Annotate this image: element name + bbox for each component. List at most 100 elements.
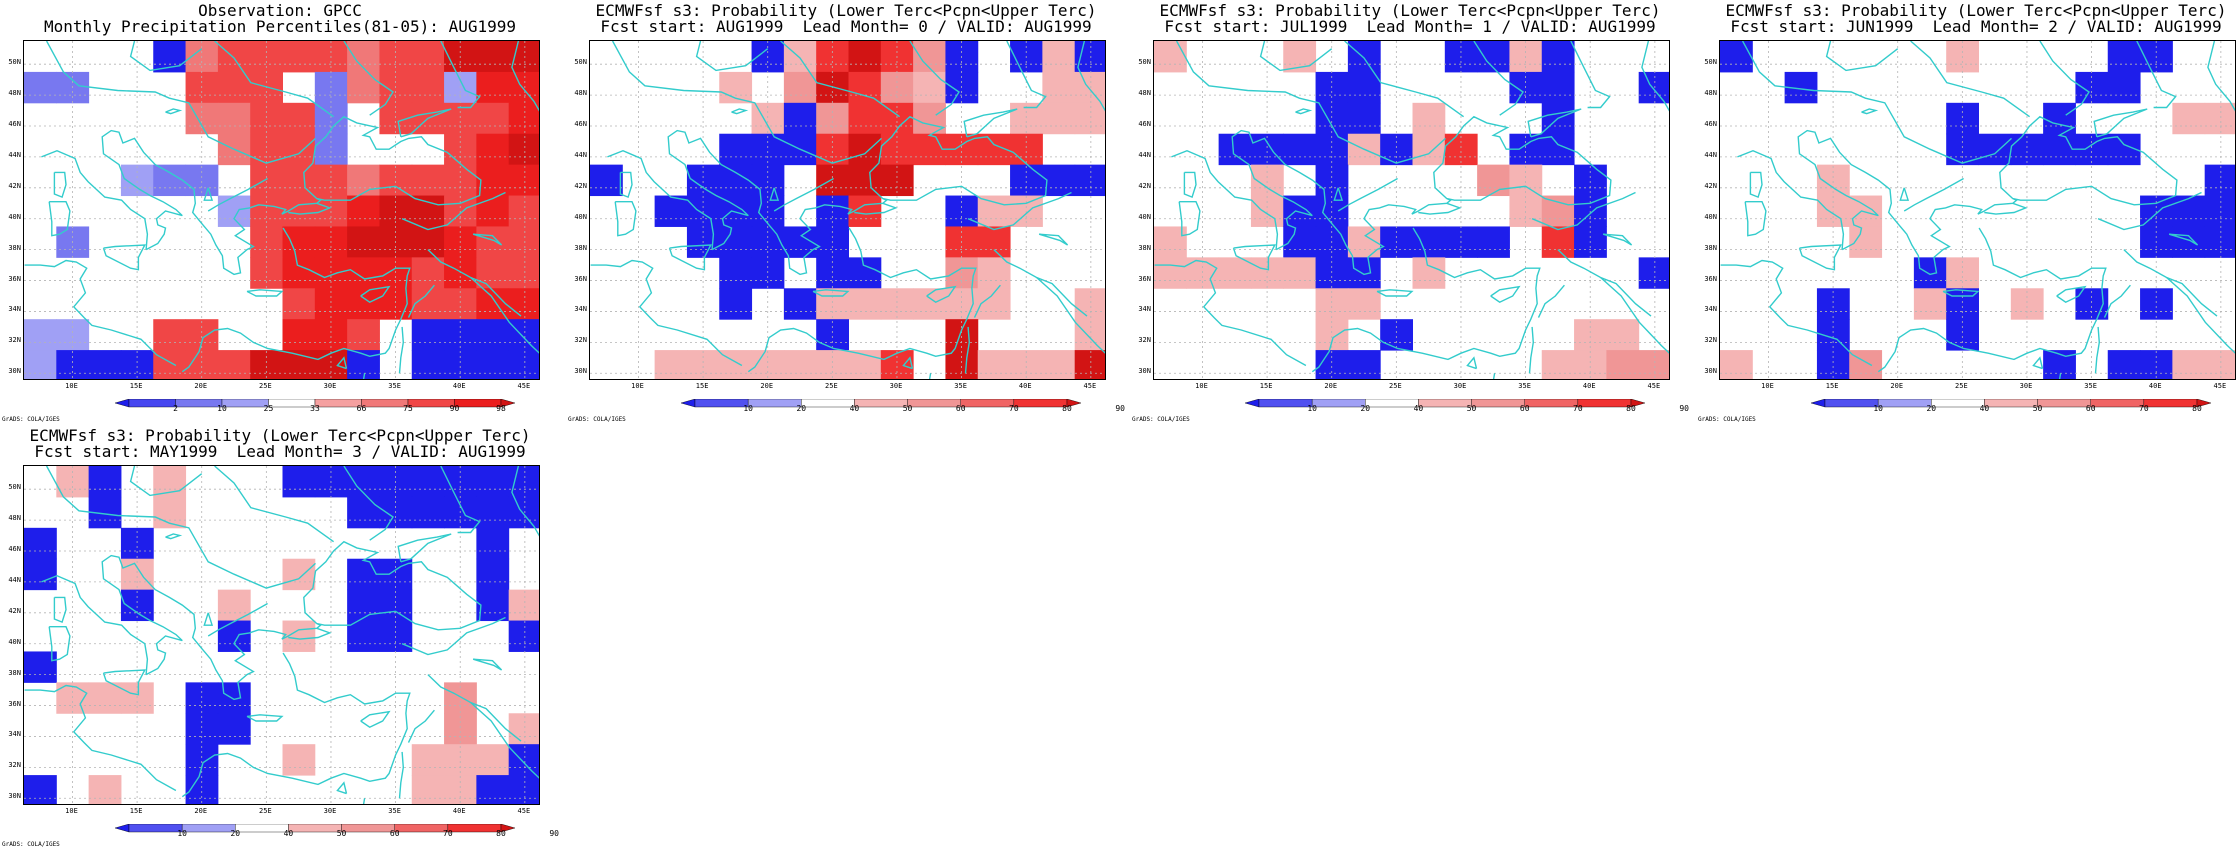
- coastline: [1171, 149, 1279, 250]
- latitude-label: 50N: [574, 58, 587, 67]
- coastline: [129, 41, 203, 72]
- map-panel-3: ECMWFsf s3: Probability (Lower Terc<Pcpn…: [1130, 0, 1690, 424]
- colorbar-label: 10: [177, 829, 187, 838]
- grid-cell: [1412, 226, 1446, 258]
- coastline: [207, 177, 268, 212]
- grid-cell: [411, 257, 445, 289]
- coastline: [401, 191, 506, 231]
- latitude-label: 42N: [574, 181, 587, 190]
- grid-cell: [24, 350, 57, 379]
- coastline: [336, 356, 348, 370]
- grid-cell: [217, 41, 251, 73]
- colorbar-label: 25: [263, 404, 274, 413]
- grid-cell: [1720, 41, 1753, 73]
- grid-cell: [24, 71, 57, 104]
- colorbar-wrap: [680, 394, 1082, 413]
- colorbar-label: 10: [1307, 404, 1317, 413]
- grid-cell: [1412, 102, 1446, 135]
- coastline: [101, 129, 322, 276]
- latitude-label: 34N: [574, 305, 587, 314]
- coastline: [343, 41, 394, 116]
- coastline: [2032, 356, 2044, 370]
- grid-cell: [1074, 102, 1105, 135]
- latitude-label: 40N: [8, 637, 21, 646]
- longitude-label: 45E: [517, 382, 531, 390]
- grid-cell: [1816, 288, 1850, 320]
- grid-cell: [1477, 226, 1510, 258]
- grid-cell: [217, 713, 251, 745]
- latitude-label: 30N: [1138, 367, 1151, 376]
- colorbar-label: 20: [230, 829, 241, 838]
- grid-cell: [719, 133, 753, 166]
- coastline: [360, 710, 391, 729]
- grid-cell: [848, 102, 882, 135]
- grid-cell: [476, 527, 510, 560]
- grid-cell: [1574, 350, 1607, 379]
- colorbar-label: 20: [796, 404, 807, 413]
- coastline: [440, 41, 481, 109]
- grid-cell: [24, 319, 57, 351]
- longitude-label: 45E: [1083, 382, 1097, 390]
- grid-cell: [411, 195, 445, 227]
- colorbar-segment: [114, 823, 130, 833]
- grid-cell: [508, 257, 539, 289]
- coastline: [1741, 41, 2012, 164]
- grid-cell: [2010, 133, 2044, 166]
- grid-cell: [1946, 102, 1979, 135]
- coastline: [1333, 187, 1344, 201]
- grid-cell: [282, 164, 316, 197]
- grid-cell: [1315, 133, 1349, 166]
- grid-cell: [1315, 319, 1349, 351]
- grid-cell: [444, 713, 477, 745]
- coastline: [53, 171, 67, 199]
- latitude-label: 40N: [574, 212, 587, 221]
- coastline: [614, 201, 637, 237]
- latitude-label: 40N: [1138, 212, 1151, 221]
- coastline: [246, 714, 284, 722]
- grid-cell: [2172, 226, 2206, 258]
- grid-cell: [1218, 133, 1252, 166]
- grid-cell: [476, 466, 510, 498]
- colorbar-label: 50: [2032, 404, 2043, 413]
- grid-cell: [1010, 164, 1043, 197]
- coastline: [1602, 233, 1633, 246]
- grid-cell: [2107, 350, 2141, 379]
- grid-cell: [217, 350, 251, 379]
- grid-cell: [411, 496, 445, 529]
- grid-cell: [1509, 164, 1543, 197]
- grid-cell: [508, 589, 539, 622]
- colorbar-label: 90: [549, 829, 559, 838]
- longitude-label: 15E: [129, 807, 143, 815]
- latitude-label: 38N: [8, 243, 21, 252]
- grid-cell: [913, 71, 946, 104]
- grid-cell: [1347, 350, 1381, 379]
- longitude-label: 40E: [1018, 382, 1032, 390]
- grid-cell: [719, 164, 753, 197]
- longitude-label: 30E: [1453, 382, 1467, 390]
- coastline: [336, 781, 348, 795]
- grid-cell: [476, 558, 510, 591]
- colorbar-segment: [500, 823, 516, 833]
- colorbar: [680, 398, 1082, 408]
- longitude-label: 40E: [1582, 382, 1596, 390]
- grads-credit: GrADS: COLA/IGES: [568, 416, 626, 423]
- latitude-label: 48N: [1138, 89, 1151, 98]
- grid-cell: [347, 257, 380, 289]
- grid-cell: [314, 164, 348, 197]
- coastline: [1942, 289, 1980, 297]
- latitude-label: 32N: [574, 336, 587, 345]
- coastline: [303, 115, 482, 206]
- grid-cell: [1315, 288, 1349, 320]
- coastline: [1984, 202, 2028, 215]
- coastline: [214, 41, 335, 118]
- grid-cell: [153, 319, 187, 351]
- grid-cell: [1074, 41, 1105, 73]
- colorbar-segment: [500, 398, 516, 408]
- grid-cell: [476, 257, 510, 289]
- coastline: [1910, 41, 2031, 118]
- latitude-label: 46N: [1704, 120, 1717, 128]
- coastline: [343, 466, 394, 541]
- map-canvas: [24, 41, 539, 379]
- coastline: [102, 244, 146, 271]
- grid-cell: [508, 164, 539, 197]
